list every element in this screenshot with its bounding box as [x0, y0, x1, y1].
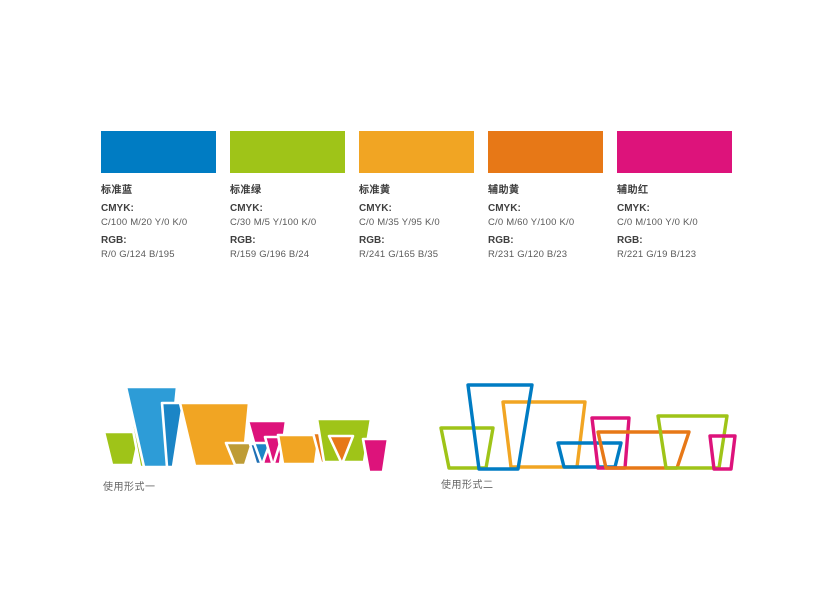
cmyk-value: C/30 M/5 Y/100 K/0 — [230, 217, 317, 228]
cmyk-label: CMYK: — [101, 203, 134, 214]
color-name: 辅助黄 — [488, 185, 520, 196]
cmyk-value: C/0 M/35 Y/95 K/0 — [359, 217, 440, 228]
color-column-standard-green: 标准绿 CMYK: C/30 M/5 Y/100 K/0 RGB: R/159 … — [230, 131, 345, 260]
color-name: 标准蓝 — [101, 185, 133, 196]
rgb-value: R/231 G/120 B/23 — [488, 249, 568, 260]
usage-form-two-caption: 使用形式二 — [441, 480, 494, 491]
logo-outline-orange-big — [501, 400, 587, 469]
color-column-standard-yellow: 标准黄 CMYK: C/0 M/35 Y/95 K/0 RGB: R/241 G… — [359, 131, 474, 260]
logo-outline-blue-tall — [466, 383, 534, 471]
logo-shape-khaki-small — [224, 441, 254, 467]
usage-form-one: 使用形式一 — [99, 383, 401, 493]
color-swatch-standard-green — [230, 131, 345, 173]
cmyk-label: CMYK: — [359, 203, 392, 214]
logo-outline-green-right — [656, 414, 729, 470]
color-swatch-aux-red — [617, 131, 732, 173]
color-name: 标准绿 — [230, 185, 262, 196]
cmyk-value: C/0 M/100 Y/0 K/0 — [617, 217, 698, 228]
color-palette: 标准蓝 CMYK: C/100 M/20 Y/0 K/0 RGB: R/0 G/… — [101, 131, 732, 260]
color-column-aux-yellow: 辅助黄 CMYK: C/0 M/60 Y/100 K/0 RGB: R/231 … — [488, 131, 603, 260]
rgb-value: R/241 G/165 B/35 — [359, 249, 439, 260]
logo-shape-green-small-1 — [102, 430, 142, 467]
logo-outline-blue-wide — [556, 441, 623, 469]
color-swatch-standard-blue — [101, 131, 216, 173]
logo-filled-graphic — [102, 385, 390, 474]
logo-shape-blue-tri — [252, 441, 272, 467]
logo-outline-magenta-small — [708, 434, 737, 471]
logo-shape-magenta-small — [361, 437, 390, 474]
usage-form-two: 使用形式二 — [437, 381, 739, 491]
logo-shape-orange-wedge — [327, 434, 355, 466]
logo-outline-green-left — [439, 426, 495, 470]
color-swatch-standard-yellow — [359, 131, 474, 173]
cmyk-label: CMYK: — [617, 203, 650, 214]
rgb-value: R/221 G/19 B/123 — [617, 249, 697, 260]
logo-shape-orange-mid — [276, 433, 321, 466]
rgb-label: RGB: — [101, 235, 127, 246]
rgb-label: RGB: — [617, 235, 643, 246]
logo-outline-orange-wide — [596, 430, 691, 470]
logo-shape-magenta-tri — [263, 435, 284, 468]
color-name: 辅助红 — [617, 185, 649, 196]
color-column-standard-blue: 标准蓝 CMYK: C/100 M/20 Y/0 K/0 RGB: R/0 G/… — [101, 131, 216, 260]
logo-shape-blue-wedge — [160, 401, 185, 469]
cmyk-value: C/0 M/60 Y/100 K/0 — [488, 217, 575, 228]
cmyk-label: CMYK: — [230, 203, 263, 214]
cmyk-label: CMYK: — [488, 203, 521, 214]
color-name: 标准黄 — [359, 185, 391, 196]
rgb-value: R/0 G/124 B/195 — [101, 249, 175, 260]
color-swatch-aux-yellow — [488, 131, 603, 173]
rgb-label: RGB: — [230, 235, 256, 246]
rgb-label: RGB: — [359, 235, 385, 246]
rgb-label: RGB: — [488, 235, 514, 246]
color-column-aux-red: 辅助红 CMYK: C/0 M/100 Y/0 K/0 RGB: R/221 G… — [617, 131, 732, 260]
usage-form-one-caption: 使用形式一 — [103, 482, 156, 493]
cmyk-value: C/100 M/20 Y/0 K/0 — [101, 217, 188, 228]
logo-outline-graphic — [439, 383, 737, 471]
rgb-value: R/159 G/196 B/24 — [230, 249, 310, 260]
